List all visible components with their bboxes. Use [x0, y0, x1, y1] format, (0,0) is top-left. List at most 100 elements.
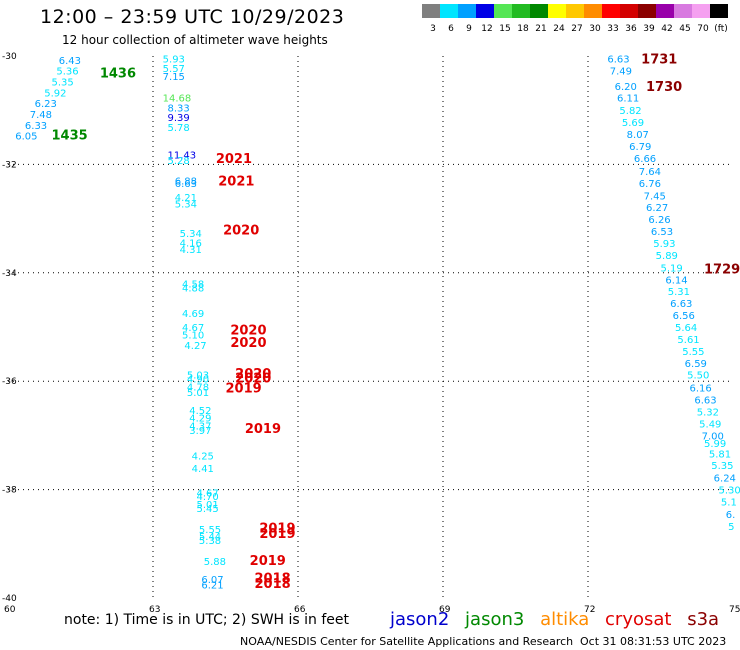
wave-height-value: 5: [728, 522, 734, 533]
satellite-legend: jason2 jason3 altika cryosat s3a: [390, 609, 729, 630]
pass-time-label: 2018: [255, 577, 291, 592]
wave-height-value: 4.67: [197, 488, 219, 499]
footer-credit: NOAA/NESDIS Center for Satellite Applica…: [240, 635, 574, 648]
legend-cryosat: cryosat: [605, 609, 672, 630]
wave-height-value: 4.67: [182, 323, 204, 334]
scale-swatch: [674, 4, 692, 18]
wave-height-value: 5.38: [199, 536, 221, 547]
wave-height-value: 5.1: [721, 498, 737, 509]
wave-height-value: 4.31: [180, 245, 202, 256]
wave-height-value: 4.90: [187, 374, 209, 385]
wave-height-value: 6.53: [651, 227, 673, 238]
scale-tick-label: 36: [625, 24, 637, 34]
scale-swatch: [710, 4, 728, 18]
wave-height-value: 4.27: [184, 341, 206, 352]
scale-tick-label: 18: [517, 24, 529, 34]
wave-height-value: 6.66: [634, 154, 656, 165]
wave-height-value: 5.49: [699, 419, 721, 430]
legend-s3a: s3a: [687, 609, 720, 630]
pass-time-label: 2021: [218, 175, 254, 190]
wave-height-value: 5.88: [204, 557, 226, 568]
scale-tick-label: 3: [430, 24, 436, 34]
lat-label: -38: [2, 486, 17, 496]
wave-height-value: 3.97: [189, 426, 211, 437]
pass-time-label: 2019: [259, 527, 295, 542]
wave-height-value: 4.70: [197, 492, 219, 503]
scale-swatch: [440, 4, 458, 18]
wave-height-value: 6.11: [617, 94, 639, 105]
page-title: 12:00 – 23:59 UTC 10/29/2023: [40, 6, 345, 28]
pass-time-label: 2019: [245, 422, 281, 437]
wave-height-value: 8.07: [627, 130, 649, 141]
lat-label: -36: [2, 377, 17, 387]
scale-tick-label: 24: [553, 24, 565, 34]
wave-height-value: 4.69: [182, 309, 204, 320]
wave-height-value: 5.44: [199, 532, 221, 543]
scale-tick-label: (ft): [714, 24, 728, 34]
lat-label: -34: [2, 269, 17, 279]
pass-time-label: 2019: [250, 554, 286, 569]
lon-label: 75: [729, 605, 740, 615]
wave-height-value: 11.43: [168, 151, 197, 162]
scale-tick-label: 70: [697, 24, 709, 34]
wave-height-value: 6.14: [665, 275, 687, 286]
scale-swatch: [476, 4, 494, 18]
scale-tick-label: 42: [661, 24, 672, 34]
scale-tick-label: 21: [535, 24, 546, 34]
scale-tick-label: 33: [607, 24, 618, 34]
wave-height-value: 6.76: [639, 179, 661, 190]
wave-height-value: 5.92: [44, 88, 66, 99]
wave-height-value: 5.81: [709, 449, 731, 460]
wave-height-value: 5.01: [197, 500, 219, 511]
wave-height-value: 5.19: [661, 263, 683, 274]
wave-height-value: 6.26: [648, 215, 670, 226]
wave-height-value: 6.: [726, 510, 736, 521]
scale-tick-label: 39: [643, 24, 655, 34]
wave-height-value: 5.64: [675, 323, 697, 334]
wave-height-value: 7.00: [702, 431, 724, 442]
wave-height-value: 6.63: [607, 55, 629, 66]
pass-time-label: 2020: [223, 223, 259, 238]
wave-height-value: 4.25: [192, 451, 214, 462]
units-note: note: 1) Time is in UTC; 2) SWH is in fe…: [64, 612, 350, 628]
scale-tick-label: 12: [481, 24, 492, 34]
lon-label: 69: [439, 605, 451, 615]
lon-label: 66: [294, 605, 306, 615]
legend-jason3: jason3: [465, 609, 525, 630]
pass-time-label: 2018: [255, 571, 291, 586]
scale-tick-label: 15: [499, 24, 510, 34]
wave-height-value: 5.93: [163, 55, 185, 66]
footer-timestamp: Oct 31 08:31:53 UTC 2023: [580, 635, 727, 648]
wave-height-value: 5.01: [187, 388, 209, 399]
scale-swatch: [584, 4, 602, 18]
wave-height-value: 5.28: [168, 156, 190, 167]
lon-label: 72: [584, 605, 595, 615]
wave-height-value: 5.78: [168, 123, 190, 134]
legend-altika: altika: [540, 609, 590, 630]
lon-label: 60: [4, 605, 16, 615]
legend-jason2: jason2: [390, 609, 450, 630]
pass-time-label: 2021: [216, 152, 252, 167]
pass-time-label: 1729: [704, 262, 740, 277]
wave-height-value: 5.99: [704, 439, 726, 450]
wave-height-value: 5.45: [197, 504, 219, 515]
wave-height-value: 4.41: [192, 464, 214, 475]
scale-tick-label: 6: [448, 24, 454, 34]
wave-height-value: 6.24: [714, 474, 736, 485]
pass-time-label: 2019: [226, 382, 262, 397]
wave-height-value: 5.93: [653, 239, 675, 250]
pass-time-label: 2020: [235, 371, 271, 386]
wave-height-value: 5.34: [180, 229, 202, 240]
scale-tick-label: 45: [679, 24, 690, 34]
wave-height-value: 4.16: [180, 238, 202, 249]
wave-height-value: 5.55: [199, 525, 221, 536]
wave-height-value: 6.23: [35, 99, 57, 110]
wave-height-value: 9.39: [168, 113, 190, 124]
wave-height-value: 4.58: [182, 280, 204, 291]
scale-swatch: [602, 4, 620, 18]
lat-label: -40: [2, 594, 17, 604]
pass-time-label: 2019: [259, 522, 295, 537]
wave-height-value: 4.52: [189, 406, 211, 417]
wave-height-value: 6.63: [694, 396, 716, 407]
